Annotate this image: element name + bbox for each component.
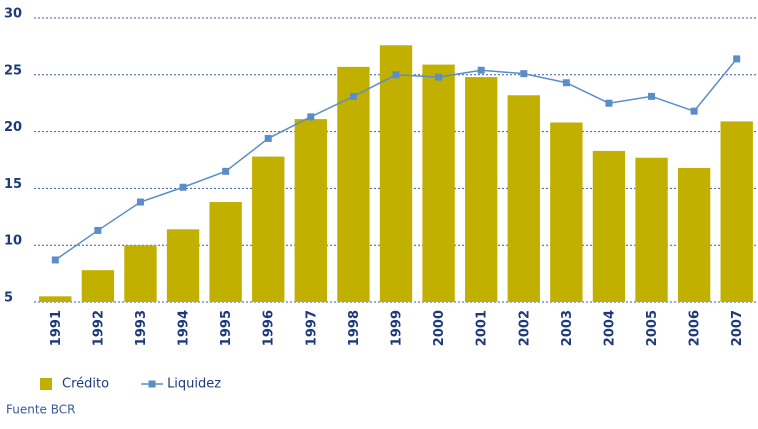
bar xyxy=(252,156,285,302)
legend-swatch xyxy=(40,378,52,390)
bar xyxy=(635,157,668,302)
y-tick-label: 15 xyxy=(4,177,22,192)
bar xyxy=(677,167,711,302)
bar xyxy=(39,296,72,302)
x-tick-label: 1992 xyxy=(91,310,106,346)
x-tick-label: 2005 xyxy=(645,310,660,346)
legend-label: Liquidez xyxy=(167,377,221,392)
x-tick-label: 1993 xyxy=(134,310,149,346)
source: Fuente BCR xyxy=(6,403,75,417)
y-tick-label: 20 xyxy=(4,120,22,135)
marker xyxy=(392,71,400,79)
marker xyxy=(307,113,315,121)
marker xyxy=(435,73,443,81)
bar xyxy=(720,121,753,302)
marker xyxy=(349,92,357,100)
bar xyxy=(337,66,370,303)
x-tick-label: 1998 xyxy=(347,310,362,346)
marker xyxy=(562,79,570,87)
y-tick-label: 30 xyxy=(4,7,22,22)
x-tick-label: 2002 xyxy=(517,310,532,346)
y-tick-label: 25 xyxy=(4,63,22,78)
x-tick-label: 1991 xyxy=(49,310,64,346)
marker xyxy=(733,55,741,63)
x-tick-label: 1995 xyxy=(219,310,234,346)
x-tick-label: 2003 xyxy=(560,310,575,346)
legend-swatch xyxy=(148,380,156,388)
x-tick-label: 1996 xyxy=(262,310,277,346)
x-tick-label: 2000 xyxy=(432,310,447,346)
marker xyxy=(477,66,485,74)
marker xyxy=(136,198,144,206)
legend-label: Crédito xyxy=(62,377,109,392)
bar xyxy=(81,270,115,302)
marker xyxy=(520,70,528,78)
x-tick-label: 1997 xyxy=(304,310,319,346)
x-tick-label: 2001 xyxy=(475,310,490,346)
x-tick-label: 2004 xyxy=(602,310,617,346)
bar xyxy=(550,122,583,303)
y-tick-label: 5 xyxy=(4,291,13,306)
marker xyxy=(51,256,59,264)
y-tick-label: 10 xyxy=(4,234,22,249)
bar xyxy=(124,245,157,302)
bar xyxy=(294,119,328,302)
marker xyxy=(264,134,272,142)
bar xyxy=(422,64,455,303)
bar xyxy=(507,95,540,302)
marker xyxy=(179,183,187,191)
marker xyxy=(94,226,102,234)
x-tick-label: 2006 xyxy=(688,310,703,346)
bar xyxy=(166,229,200,302)
bar xyxy=(592,150,626,302)
bar xyxy=(209,202,242,302)
bar xyxy=(464,77,498,303)
x-tick-label: 1999 xyxy=(390,310,405,346)
marker xyxy=(690,107,698,115)
marker xyxy=(648,92,656,100)
marker xyxy=(222,167,230,175)
x-tick-label: 2007 xyxy=(730,310,745,346)
bar xyxy=(379,45,413,302)
x-tick-label: 1994 xyxy=(177,310,192,346)
marker xyxy=(605,99,613,107)
